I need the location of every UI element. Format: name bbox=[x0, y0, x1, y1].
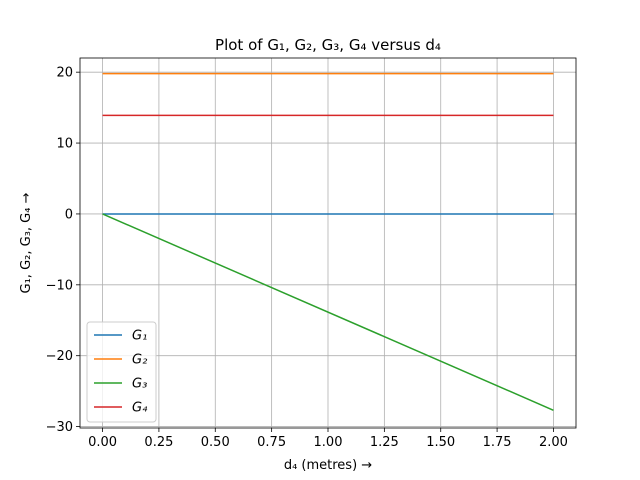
x-tick-label: 1.00 bbox=[314, 435, 343, 450]
x-tick-label: 0.50 bbox=[201, 435, 230, 450]
x-tick-label: 1.25 bbox=[370, 435, 399, 450]
legend-label-1: G₁ bbox=[132, 329, 147, 344]
y-tick-label: 10 bbox=[56, 137, 73, 152]
x-axis-ticks: 0.00 0.25 0.50 0.75 1.00 1.25 1.50 1.75 2.00 bbox=[88, 428, 568, 450]
y-axis-ticks: −30 −20 −10 0 10 20 bbox=[46, 66, 80, 435]
legend-label-2: G₂ bbox=[132, 353, 147, 368]
series-lines bbox=[102, 72, 554, 411]
y-tick-label: 0 bbox=[65, 207, 73, 222]
y-tick-label: −10 bbox=[46, 278, 73, 293]
y-tick-label: −30 bbox=[46, 420, 73, 435]
y-axis-label: G₁, G₂, G₃, G₄ → bbox=[19, 192, 34, 293]
x-tick-label: 1.75 bbox=[483, 435, 512, 450]
x-tick-label: 0.75 bbox=[257, 435, 286, 450]
x-tick-label: 1.50 bbox=[426, 435, 455, 450]
x-tick-label: 0.00 bbox=[88, 435, 117, 450]
x-axis-label: d₄ (metres) → bbox=[284, 458, 372, 473]
chart-title: Plot of G₁, G₂, G₃, G₄ versus d₄ bbox=[215, 36, 441, 54]
legend-label-3: G₃ bbox=[132, 377, 147, 392]
legend-label-4: G₄ bbox=[132, 401, 148, 416]
series-line-3 bbox=[102, 213, 554, 411]
x-tick-label: 0.25 bbox=[144, 435, 173, 450]
legend-box bbox=[86, 321, 157, 423]
legend: G₁ G₂ G₃ G₄ bbox=[86, 321, 157, 423]
y-tick-label: −20 bbox=[46, 349, 73, 364]
y-tick-label: 20 bbox=[56, 66, 73, 81]
x-tick-label: 2.00 bbox=[539, 435, 568, 450]
